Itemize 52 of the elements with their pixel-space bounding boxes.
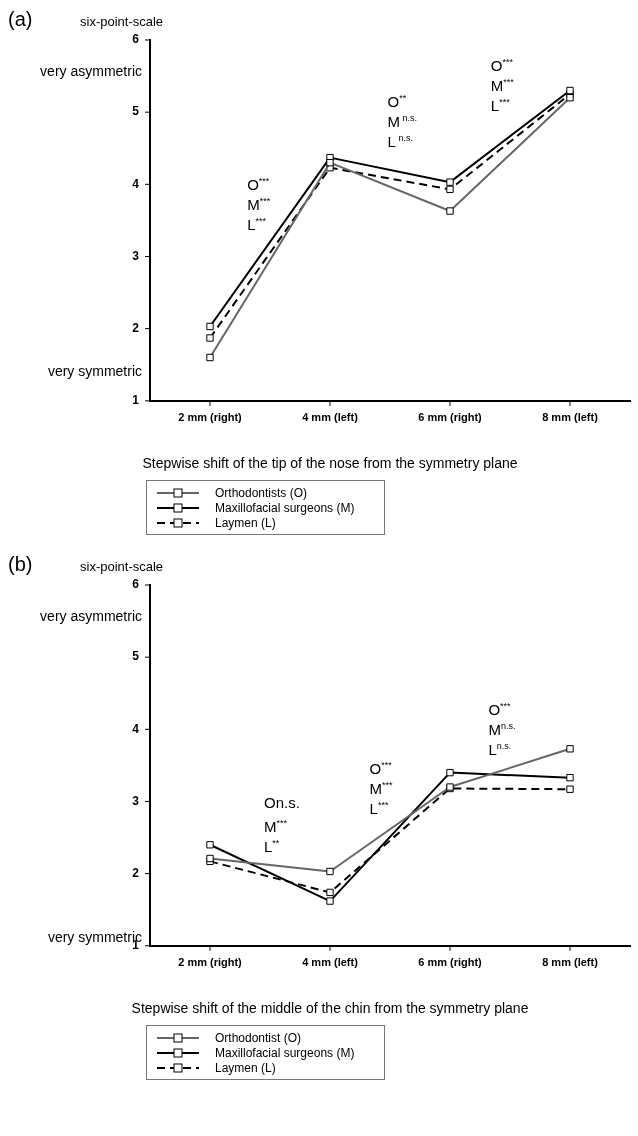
x-tick-label: 6 mm (right) <box>418 411 483 424</box>
annotation: O$^{***}$ <box>490 55 513 75</box>
y-tick-label: 5 <box>132 104 140 119</box>
annotation: L$^{***}$ <box>369 799 389 819</box>
annotation: O$^{***}$ <box>488 699 511 719</box>
y-tick-label: 6 <box>132 32 140 47</box>
y-tick-label: 4 <box>132 721 140 736</box>
annotation: L $^{n.s.}$ <box>387 131 413 151</box>
annotation: M$^{n.s.}$ <box>488 719 516 739</box>
legend-label: Laymen (L) <box>215 515 276 530</box>
x-tick-label: 6 mm (right) <box>418 956 483 969</box>
y-tick-label: 5 <box>132 649 140 664</box>
text: very symmetric <box>47 363 142 380</box>
annotation: O$^{***}$ <box>369 759 392 779</box>
x-tick-label: 4 mm (left) <box>302 956 359 969</box>
x-tick-label: 2 mm (right) <box>178 956 243 969</box>
text: very asymmetric <box>40 608 142 625</box>
x-tick-label: 2 mm (right) <box>178 411 243 424</box>
chart-title: (b) <box>8 552 33 575</box>
legend-label: Orthodontist (O) <box>215 1030 302 1045</box>
annotation: On.s. <box>264 793 300 812</box>
annotation: M$^{***}$ <box>369 779 393 799</box>
legend-label: Laymen (L) <box>215 1060 276 1075</box>
x-axis-title: Stepwise shift of the middle of the chin from the symmetry plane <box>131 999 529 1016</box>
annotation: L$^{***}$ <box>247 214 267 234</box>
annotation: O$^{***}$ <box>247 174 270 194</box>
annotation: M$^{***}$ <box>247 194 271 214</box>
legend-label: Maxillofacial surgeons (M) <box>215 1045 355 1060</box>
y-tick-label: 3 <box>132 793 140 808</box>
annotation: L$^{***}$ <box>490 95 510 115</box>
legend-label: Maxillofacial surgeons (M) <box>215 500 355 515</box>
y-axis-title: six-point-scale <box>80 558 164 574</box>
y-tick-label: 2 <box>132 865 140 880</box>
y-tick-label: 2 <box>132 320 140 335</box>
annotation: M$^{***}$ <box>490 75 514 95</box>
annotation: M$^{***}$ <box>264 816 288 836</box>
legend-label: Orthodontists (O) <box>215 485 308 500</box>
annotation: O$^{**}$ <box>387 91 407 111</box>
x-axis-title: Stepwise shift of the tip of the nose from the symmetry plane <box>142 454 518 471</box>
x-tick-label: 8 mm (left) <box>542 956 599 969</box>
x-tick-label: 4 mm (left) <box>302 411 359 424</box>
y-tick-label: 6 <box>132 577 140 592</box>
annotation: L$^{**}$ <box>264 836 280 856</box>
x-tick-label: 8 mm (left) <box>542 411 599 424</box>
annotation: L$^{n.s.}$ <box>488 739 512 759</box>
text: very asymmetric <box>40 63 142 80</box>
chart-title: (a) <box>8 7 33 30</box>
annotation: M $^{n.s.}$ <box>387 111 418 131</box>
y-tick-label: 1 <box>132 393 140 408</box>
y-tick-label: 3 <box>132 248 140 263</box>
y-tick-label: 4 <box>132 176 140 191</box>
y-axis-title: six-point-scale <box>80 13 164 29</box>
